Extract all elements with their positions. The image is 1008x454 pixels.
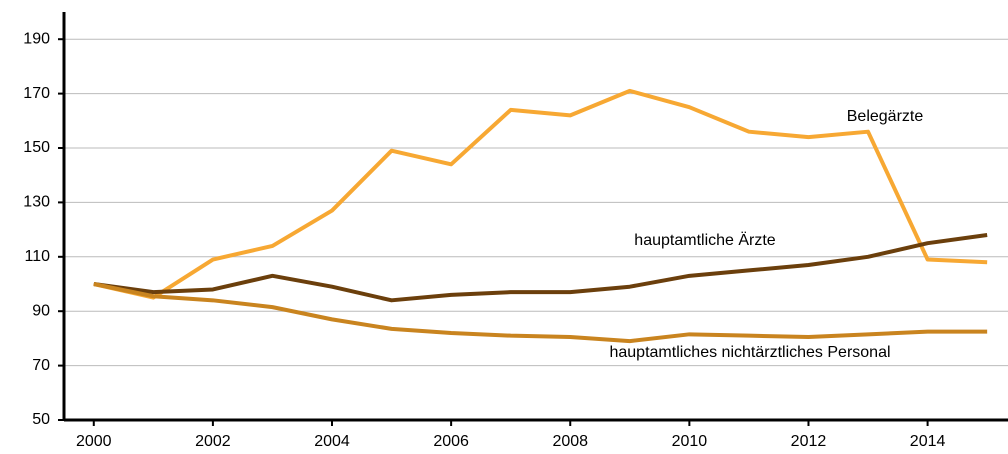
- y-tick-label: 110: [24, 248, 50, 265]
- series-label: Belegärzte: [847, 108, 924, 125]
- x-tick-label: 2010: [672, 433, 708, 450]
- y-tick-label: 90: [32, 302, 50, 319]
- series-line: [93, 282, 988, 344]
- series-line: [93, 88, 988, 300]
- y-tick-label: 50: [32, 411, 50, 428]
- series-label: hauptamtliche Ärzte: [634, 231, 776, 249]
- y-tick-label: 150: [23, 139, 50, 156]
- x-tick-label: 2002: [195, 433, 231, 450]
- series-label: hauptamtliches nichtärztliches Personal: [609, 344, 890, 361]
- y-tick-label: 70: [32, 357, 50, 374]
- x-tick-label: 2008: [552, 433, 588, 450]
- x-tick-label: 2014: [910, 433, 946, 450]
- y-tick-label: 130: [23, 194, 50, 211]
- x-tick-label: 2006: [433, 433, 469, 450]
- x-tick-label: 2012: [791, 433, 827, 450]
- x-tick-label: 2004: [314, 433, 350, 450]
- x-tick-label: 2000: [76, 433, 112, 450]
- y-tick-label: 170: [23, 85, 50, 102]
- series-line: [93, 233, 988, 303]
- y-tick-label: 190: [23, 30, 50, 47]
